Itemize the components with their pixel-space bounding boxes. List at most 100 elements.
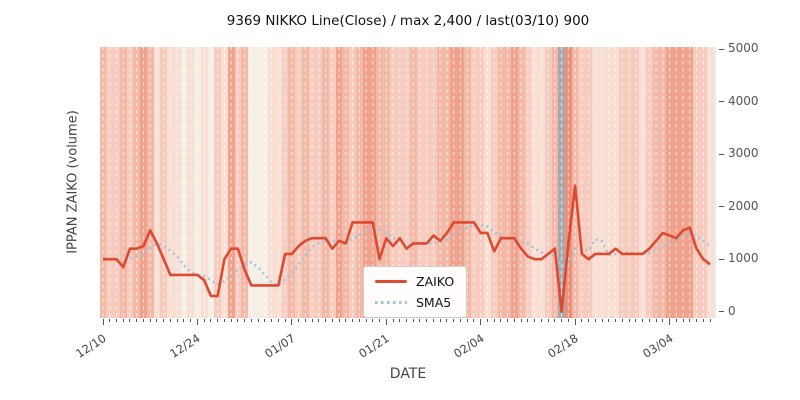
legend-item-zaiko: ZAIKO <box>375 274 454 289</box>
x-minor-tick <box>486 319 488 323</box>
x-minor-tick <box>507 319 509 323</box>
x-major-tick <box>574 319 576 325</box>
x-minor-tick <box>129 319 131 323</box>
x-minor-tick <box>547 319 549 323</box>
x-minor-tick <box>250 319 252 323</box>
y-axis: 0 1000 2000 3000 4000 5000 <box>716 41 800 318</box>
y-axis-label: IPPAN ZAIKO (volume) <box>65 110 81 254</box>
x-minor-tick <box>601 319 603 323</box>
chart-canvas <box>102 47 711 318</box>
y-tick <box>719 48 724 50</box>
y-tick-label: 1000 <box>728 251 759 266</box>
x-minor-tick <box>527 319 529 323</box>
zaiko-line <box>103 184 711 314</box>
x-minor-tick <box>203 319 205 323</box>
x-minor-tick <box>345 319 347 323</box>
x-minor-tick <box>304 319 306 323</box>
x-major-tick <box>669 319 671 325</box>
x-minor-tick <box>352 319 354 323</box>
x-minor-tick <box>257 319 259 323</box>
y-tick-label: 5000 <box>728 41 759 56</box>
legend-item-sma5: SMA5 <box>375 295 454 310</box>
x-minor-tick <box>594 319 596 323</box>
x-minor-tick <box>628 319 630 323</box>
y-tick <box>719 153 724 155</box>
x-minor-tick <box>696 319 697 323</box>
x-minor-tick <box>230 319 232 323</box>
y-tick <box>719 101 724 103</box>
x-minor-tick <box>406 319 407 323</box>
plot-area: ZAIKO SMA5 <box>100 47 716 318</box>
x-minor-tick <box>223 319 225 323</box>
y-tick-label: 3000 <box>728 146 759 161</box>
x-minor-tick <box>561 319 563 323</box>
x-minor-tick <box>169 319 171 323</box>
x-minor-tick <box>365 319 367 323</box>
y-tick-label: 2000 <box>728 198 759 213</box>
x-minor-tick <box>358 319 360 323</box>
x-minor-tick <box>419 319 421 323</box>
x-minor-tick <box>432 319 434 323</box>
x-minor-tick <box>534 319 536 323</box>
x-minor-tick <box>459 319 461 323</box>
x-minor-tick <box>608 319 610 323</box>
x-minor-tick <box>709 319 711 323</box>
x-minor-tick <box>109 319 111 323</box>
x-minor-tick <box>702 319 704 323</box>
x-minor-tick <box>453 319 455 323</box>
x-minor-tick <box>392 319 394 323</box>
x-minor-tick <box>473 319 475 323</box>
x-minor-tick <box>446 319 448 323</box>
x-minor-tick <box>338 319 340 323</box>
x-minor-tick <box>156 319 158 323</box>
legend: ZAIKO SMA5 <box>363 266 468 318</box>
x-axis-label: DATE <box>389 366 427 382</box>
legend-label-zaiko: ZAIKO <box>416 274 455 289</box>
x-minor-tick <box>277 319 279 323</box>
x-minor-tick <box>439 319 441 323</box>
y-tick <box>719 311 724 313</box>
x-minor-tick <box>264 319 266 323</box>
x-tick-label: 12/10 <box>73 331 109 361</box>
y-tick <box>719 206 724 208</box>
x-minor-tick <box>331 319 333 323</box>
x-minor-tick <box>500 319 502 323</box>
x-minor-tick <box>621 319 623 323</box>
x-minor-tick <box>149 319 151 323</box>
x-minor-tick <box>311 319 313 323</box>
x-minor-tick <box>122 319 124 323</box>
x-minor-tick <box>426 319 428 323</box>
x-minor-tick <box>648 319 650 323</box>
x-major-tick <box>196 319 198 325</box>
x-minor-tick <box>466 319 468 323</box>
x-minor-tick <box>635 319 637 323</box>
sma5-line-swatch <box>375 301 407 304</box>
x-minor-tick <box>271 319 273 323</box>
x-minor-tick <box>588 319 590 323</box>
x-minor-tick <box>520 319 522 323</box>
x-minor-tick <box>163 319 165 323</box>
x-minor-tick <box>567 319 569 323</box>
x-minor-tick <box>115 319 117 323</box>
x-major-tick <box>102 319 104 325</box>
x-minor-tick <box>372 319 374 323</box>
x-minor-tick <box>399 319 401 323</box>
zaiko-line-swatch <box>375 280 407 283</box>
y-tick-label: 0 <box>728 303 736 318</box>
x-minor-tick <box>142 319 144 323</box>
x-minor-tick <box>136 319 138 323</box>
x-minor-tick <box>513 319 515 323</box>
x-minor-tick <box>554 319 556 323</box>
legend-label-sma5: SMA5 <box>416 295 452 310</box>
chart-title: 9369 NIKKO Line(Close) / max 2,400 / las… <box>226 13 590 29</box>
x-minor-tick <box>217 319 219 323</box>
x-minor-tick <box>493 319 495 323</box>
x-minor-tick <box>318 319 320 323</box>
day-gridlines <box>102 47 711 318</box>
x-major-tick <box>291 319 293 325</box>
x-minor-tick <box>183 319 185 323</box>
x-minor-tick <box>662 319 664 323</box>
x-major-tick <box>385 319 387 325</box>
x-minor-tick <box>237 319 239 323</box>
